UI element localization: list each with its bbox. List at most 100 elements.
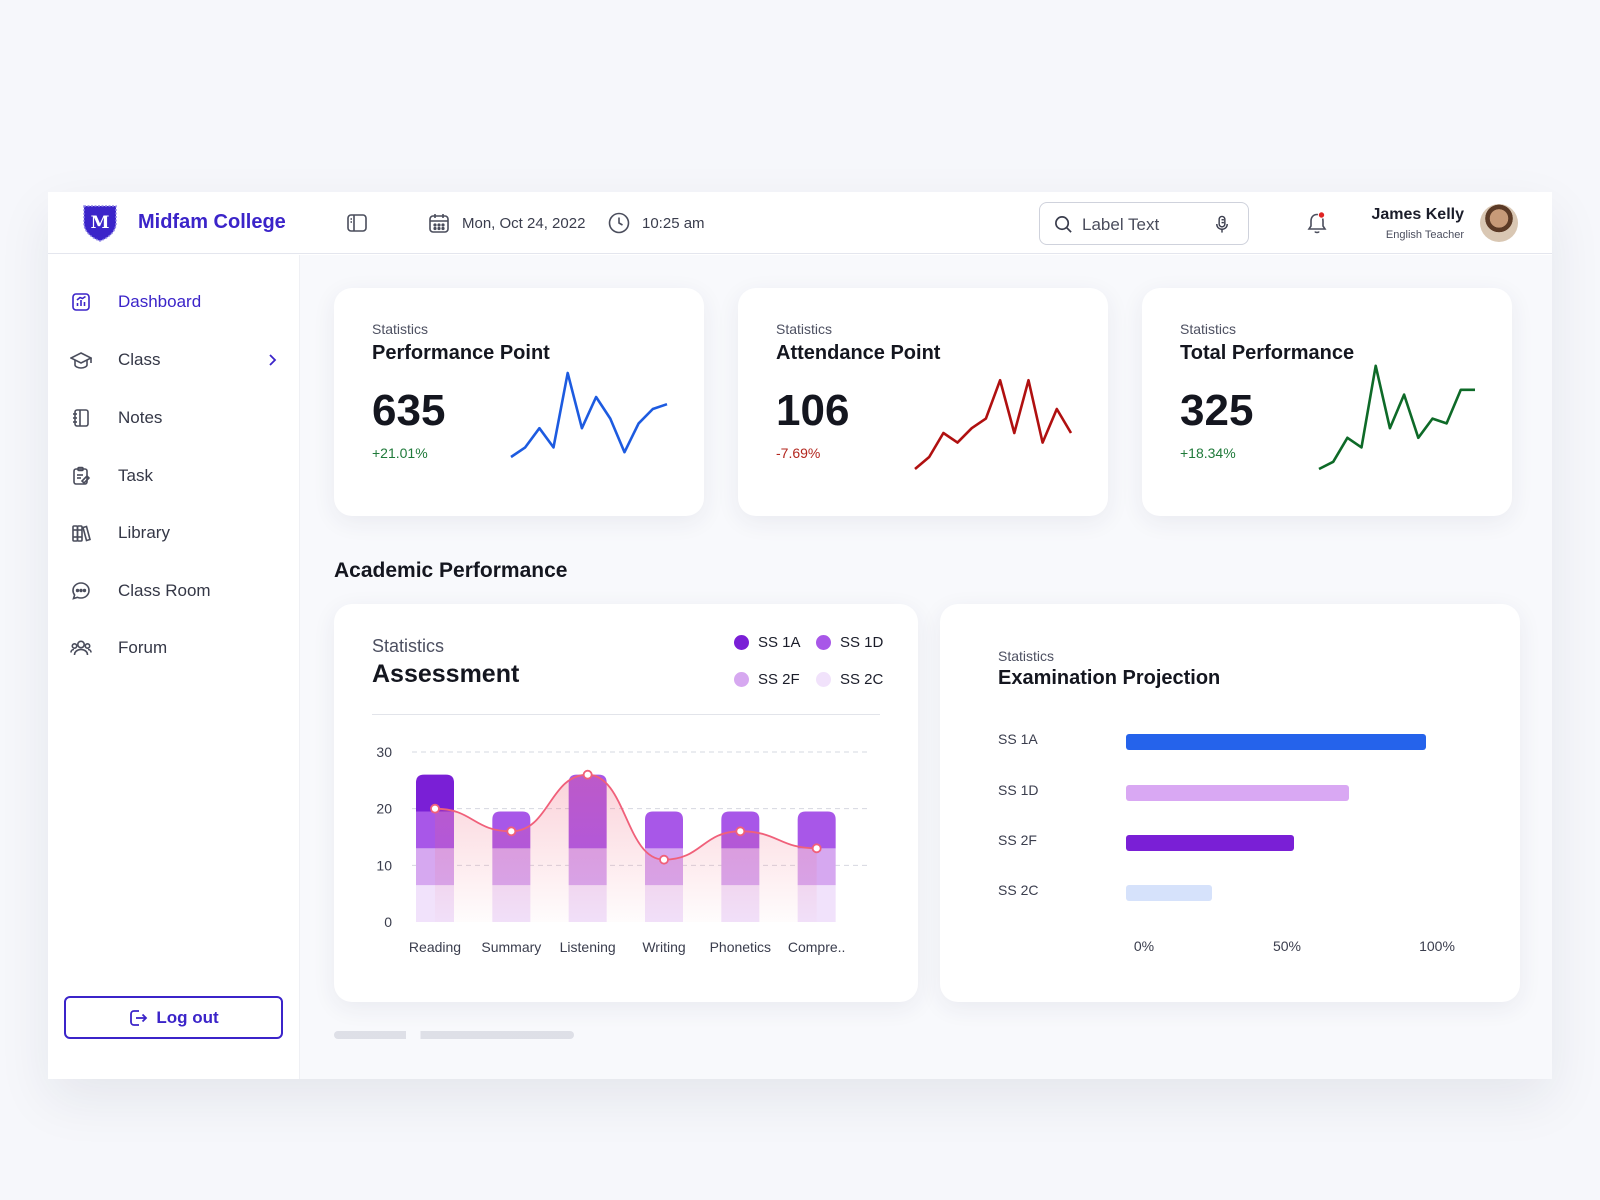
exam-bar-row[interactable]: SS 2C <box>998 882 1468 904</box>
trend-point[interactable] <box>735 826 746 837</box>
graduation-cap-icon <box>70 349 92 371</box>
trend-point[interactable] <box>506 826 517 837</box>
sidebar-item-label: Dashboard <box>118 292 202 311</box>
legend-label: SS 2F <box>758 671 800 688</box>
logout-button[interactable]: Log out <box>64 996 283 1039</box>
microphone-icon[interactable] <box>1214 215 1230 234</box>
search-input[interactable]: Label Text <box>1082 215 1160 234</box>
notification-bell-icon[interactable] <box>1306 211 1328 235</box>
sidebar-item-label: Class <box>118 350 161 369</box>
x-tick-label: Phonetics <box>710 939 771 955</box>
exam-axis-tick: 0% <box>1133 938 1155 954</box>
clock-icon <box>608 212 630 234</box>
stat-value: 325 <box>1180 386 1254 435</box>
assessment-title: Assessment <box>372 660 520 688</box>
stat-title: Total Performance <box>1180 342 1355 364</box>
top-header: M Midfam College Mon, Oct 24, 2022 10:25… <box>48 192 1552 254</box>
sidebar-item-label: Library <box>118 523 170 542</box>
current-date: Mon, Oct 24, 2022 <box>462 215 586 232</box>
exam-bar <box>1126 885 1212 901</box>
exam-axis-tick: 100% <box>1419 938 1455 954</box>
dashboard-icon <box>70 291 92 313</box>
legend-dot <box>734 672 749 687</box>
task-icon <box>70 465 92 487</box>
stat-change: +21.01% <box>372 445 428 461</box>
user-avatar[interactable] <box>1480 204 1518 242</box>
search-box[interactable]: Label Text <box>1039 202 1249 245</box>
sidebar-item-label: Forum <box>118 638 168 657</box>
sidebar-toggle-icon[interactable] <box>346 212 368 234</box>
exam-bar <box>1126 734 1426 750</box>
stat-change: -7.69% <box>776 445 821 461</box>
trend-point[interactable] <box>659 854 669 865</box>
sparkline-series <box>1318 364 1475 471</box>
legend-item[interactable]: SS 1D <box>816 634 883 651</box>
stat-subtitle: Statistics <box>776 321 833 337</box>
trend-point[interactable] <box>811 843 822 854</box>
legend-dot <box>816 672 831 687</box>
stat-value: 106 <box>776 386 850 435</box>
y-tick-label: 0 <box>384 914 392 930</box>
stat-card-total-performance[interactable]: Statistics Total Performance 325 +18.34% <box>1142 288 1512 516</box>
logo-letter: M <box>91 213 110 233</box>
sparkline-chart <box>914 378 1073 470</box>
exam-bar <box>1126 835 1295 851</box>
trend-point[interactable] <box>582 769 593 780</box>
stat-title: Performance Point <box>372 342 550 364</box>
user-name[interactable]: James Kelly <box>1371 206 1464 223</box>
stat-card-attendance[interactable]: Statistics Attendance Point 106 -7.69% <box>738 288 1108 516</box>
sidebar-item-label: Task <box>118 466 153 485</box>
x-tick-label: Compre.. <box>788 939 846 955</box>
y-tick-label: 30 <box>376 744 392 760</box>
user-role: English Teacher <box>1385 229 1464 241</box>
legend-label: SS 1A <box>758 634 801 651</box>
stat-change: +18.34% <box>1180 445 1236 461</box>
notebook-icon <box>70 407 92 429</box>
exam-bar-label: SS 1D <box>998 782 1039 798</box>
sparkline-series <box>914 378 1073 470</box>
legend-label: SS 1D <box>840 634 884 651</box>
college-logo[interactable]: M <box>80 203 120 243</box>
section-title: Academic Performance <box>334 559 568 582</box>
app-window: M Midfam College Mon, Oct 24, 2022 10:25… <box>48 192 1552 1079</box>
sidebar: Dashboard Class Notes Task Library <box>48 255 300 1079</box>
legend-item[interactable]: SS 2F <box>734 671 800 688</box>
x-tick-label: Writing <box>642 939 685 955</box>
sparkline-series <box>510 371 668 459</box>
exam-bar-row[interactable]: SS 1D <box>998 782 1468 804</box>
current-time: 10:25 am <box>642 215 705 232</box>
sidebar-item-notes[interactable]: Notes <box>70 398 280 438</box>
sidebar-item-task[interactable]: Task <box>70 456 280 496</box>
sidebar-item-label: Notes <box>118 408 163 427</box>
legend-item[interactable]: SS 2C <box>816 671 883 688</box>
sparkline-chart <box>510 371 668 459</box>
sidebar-item-library[interactable]: Library <box>70 513 280 553</box>
calendar-icon <box>429 214 449 233</box>
stat-title: Attendance Point <box>776 342 941 364</box>
chat-icon <box>70 580 92 602</box>
exam-bar <box>1126 785 1350 801</box>
stat-subtitle: Statistics <box>372 321 429 337</box>
trend-point[interactable] <box>430 803 440 814</box>
exam-bar-label: SS 2F <box>998 832 1037 848</box>
bar-segment <box>645 811 683 849</box>
main-content: Statistics Performance Point 635 +21.01%… <box>300 255 1552 1079</box>
assessment-bar-chart: 0 10 20 30 Reading Summary Listening Writing Pho… <box>376 744 870 955</box>
sidebar-item-dashboard[interactable]: Dashboard <box>70 282 280 322</box>
next-section-title-faded <box>334 1031 574 1039</box>
legend-dot <box>816 635 831 650</box>
stat-card-performance[interactable]: Statistics Performance Point 635 +21.01% <box>334 288 704 516</box>
stat-subtitle: Statistics <box>1180 321 1237 337</box>
brand-name[interactable]: Midfam College <box>138 211 286 233</box>
x-tick-label: Reading <box>409 939 461 955</box>
exam-bar-row[interactable]: SS 2F <box>998 832 1468 854</box>
sidebar-item-class[interactable]: Class <box>70 340 280 380</box>
sidebar-item-class-room[interactable]: Class Room <box>70 571 280 611</box>
sidebar-item-forum[interactable]: Forum <box>70 628 280 668</box>
exam-title: Examination Projection <box>998 667 1221 689</box>
chevron-right-icon[interactable] <box>264 352 280 368</box>
exam-bar-row[interactable]: SS 1A <box>998 731 1468 753</box>
exam-axis-tick: 50% <box>1272 938 1302 954</box>
legend-item[interactable]: SS 1A <box>734 634 801 651</box>
trend-area <box>435 774 817 922</box>
